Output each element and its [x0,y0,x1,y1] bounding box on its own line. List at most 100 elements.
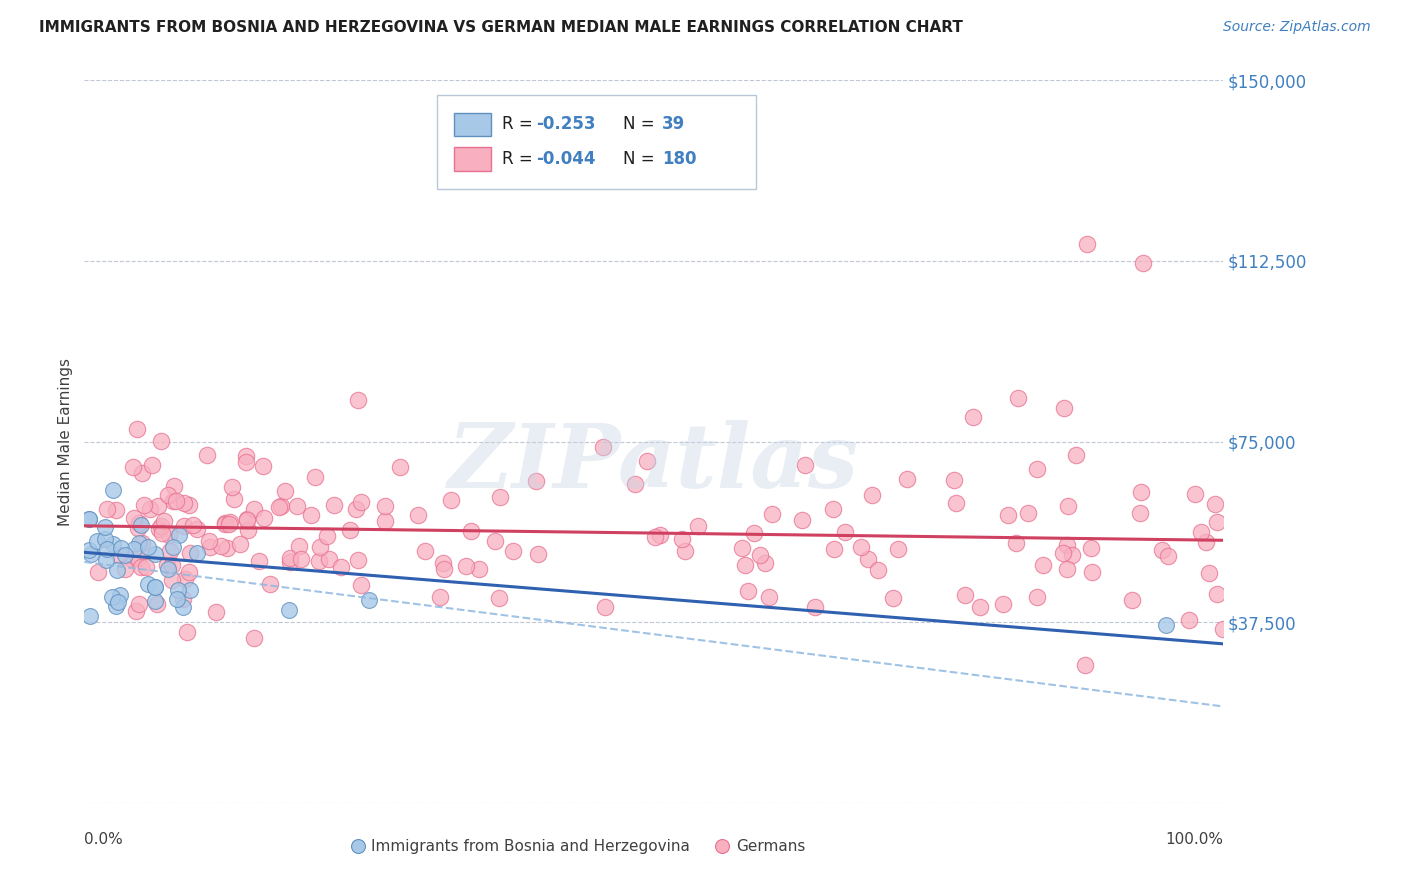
Point [945,496,967,510]
Point [1121,593,1143,607]
Point [991,597,1014,611]
Point [749,549,772,563]
Point [146,499,169,513]
Point [214,516,236,531]
Point [273,483,295,498]
Point [179,582,201,597]
Point [172,592,194,607]
Point [150,525,173,540]
Point [1198,566,1220,580]
Point [1017,506,1039,520]
Point [228,537,250,551]
Point [149,434,172,448]
Point [803,599,825,614]
Point [156,562,179,576]
Point [1132,256,1154,270]
Point [219,515,242,529]
Point [143,593,166,607]
Point [243,631,266,645]
Point [108,588,131,602]
Point [636,453,658,467]
Point [177,499,200,513]
Point [1205,515,1227,529]
Point [127,551,149,566]
Text: Immigrants from Bosnia and Herzegovina: Immigrants from Bosnia and Herzegovina [371,838,690,854]
Point [146,597,169,611]
Point [761,507,783,521]
Point [1080,541,1102,555]
Point [143,547,166,561]
Point [323,498,346,512]
Point [1184,487,1206,501]
Point [524,475,547,489]
Point [849,540,872,554]
Point [94,533,117,547]
Point [143,580,166,594]
Point [737,584,759,599]
Point [1066,448,1088,462]
Point [160,573,183,587]
Point [141,458,163,472]
Point [344,502,367,516]
Point [173,496,195,510]
Point [94,520,117,534]
Point [157,528,180,542]
Point [163,479,186,493]
Point [101,483,124,497]
Point [1156,617,1178,632]
Point [107,595,129,609]
Point [77,512,100,526]
Point [135,560,157,574]
Point [1189,524,1212,539]
Point [1052,546,1074,560]
Point [648,528,671,542]
Point [734,558,756,572]
Point [1150,543,1173,558]
Point [1074,658,1097,673]
Point [214,516,236,531]
Point [742,526,765,541]
Point [148,522,170,536]
Point [136,577,159,591]
Point [86,533,108,548]
Point [205,605,228,619]
Point [128,516,150,530]
Point [195,448,218,462]
Text: R =: R = [502,150,538,168]
Point [1212,623,1234,637]
Point [886,541,908,556]
Point [1205,587,1227,601]
Point [77,512,100,526]
Point [456,558,478,573]
Point [299,508,322,523]
Text: 100.0%: 100.0% [1166,831,1223,847]
Point [172,600,194,615]
Point [278,555,301,569]
Point [79,608,101,623]
Point [290,552,312,566]
Point [330,559,353,574]
Point [350,495,373,509]
Point [794,458,817,472]
Point [129,560,152,574]
Point [792,513,814,527]
Point [318,552,340,566]
Point [962,410,984,425]
Point [143,580,166,594]
Point [270,499,292,513]
Point [122,459,145,474]
Point [247,554,270,568]
Point [166,591,188,606]
Point [1057,499,1080,513]
Point [105,599,128,613]
Point [129,517,152,532]
Point [308,554,330,568]
Point [156,558,179,572]
Point [86,565,108,579]
Point [243,501,266,516]
Point [1026,590,1049,604]
Point [671,533,693,547]
Point [77,542,100,557]
Point [374,499,396,513]
Point [406,508,429,522]
